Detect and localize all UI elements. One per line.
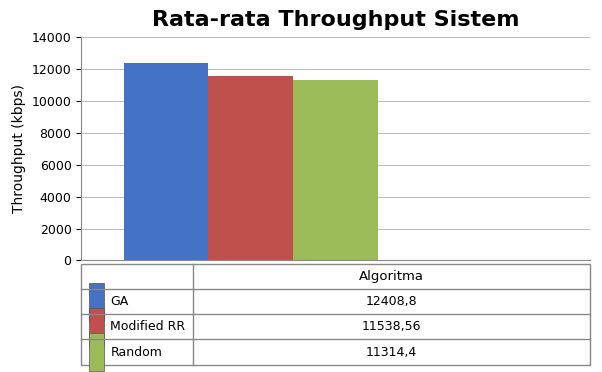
Bar — [123, 62, 208, 260]
Text: Modified RR: Modified RR — [110, 320, 185, 333]
Text: 11538,56: 11538,56 — [362, 320, 421, 333]
Bar — [293, 80, 378, 260]
Text: Random: Random — [110, 346, 162, 359]
Bar — [89, 308, 104, 346]
Bar — [208, 76, 293, 260]
Text: GA: GA — [110, 295, 128, 308]
Title: Rata-rata Throughput Sistem: Rata-rata Throughput Sistem — [152, 10, 520, 30]
Bar — [89, 283, 104, 321]
Y-axis label: Throughput (kbps): Throughput (kbps) — [12, 84, 26, 213]
Text: 12408,8: 12408,8 — [366, 295, 417, 308]
Text: Algoritma: Algoritma — [359, 270, 424, 283]
Bar — [89, 333, 104, 371]
Text: 11314,4: 11314,4 — [366, 346, 417, 359]
